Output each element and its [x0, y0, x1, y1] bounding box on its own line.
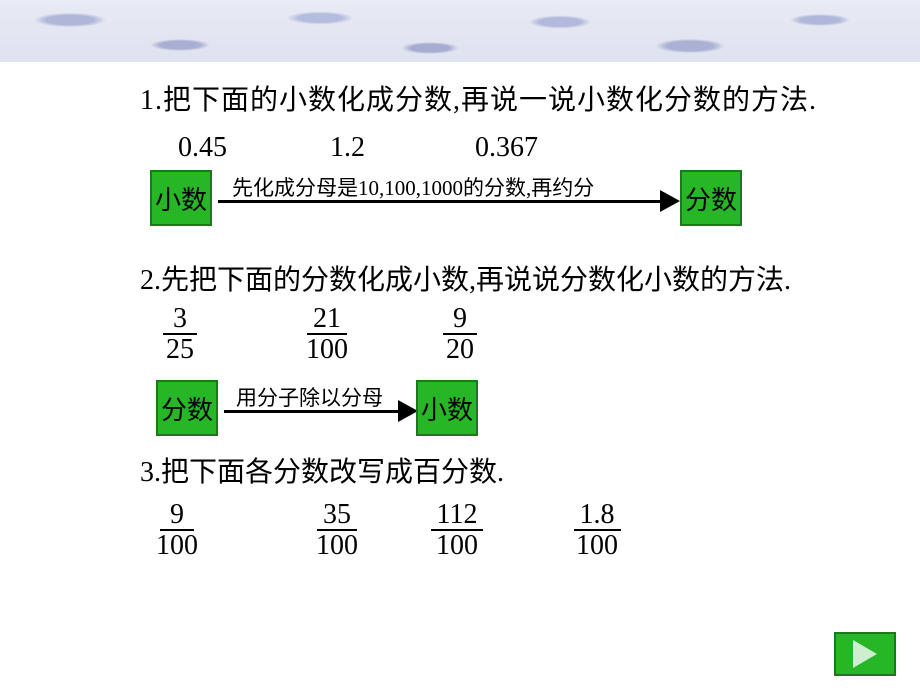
q2-heading: 2.先把下面的分数化成小数,再说说分数化小数的方法.: [140, 258, 920, 298]
q1-hint: 先化成分母是10,100,1000的分数,再约分: [232, 172, 594, 202]
q2-frac-2: 21 100: [300, 304, 354, 365]
q3-frac-3: 112 100: [430, 500, 484, 561]
decorative-banner: [0, 0, 920, 62]
q1-num-1: 0.45: [178, 132, 227, 164]
q1-num-3: 0.367: [475, 132, 538, 164]
fraction-denominator: 20: [440, 335, 480, 364]
q1-right-box: 分数: [680, 170, 742, 226]
q1-numbers-row: 0.45 1.2 0.367: [0, 132, 920, 166]
fraction-denominator: 100: [570, 531, 624, 560]
q3-frac-2: 35 100: [310, 500, 364, 561]
fraction-numerator: 3: [163, 304, 197, 335]
fraction-denominator: 100: [310, 531, 364, 560]
q1-diagram: 小数 先化成分母是10,100,1000的分数,再约分 分数: [0, 170, 920, 230]
fraction-denominator: 100: [300, 335, 354, 364]
q1-arrow-head: [660, 190, 680, 212]
q2-right-box: 小数: [416, 380, 478, 436]
fraction-denominator: 25: [160, 335, 200, 364]
q2-left-box: 分数: [156, 380, 218, 436]
q1-heading: 1.把下面的小数化成分数,再说一说小数化分数的方法.: [140, 78, 920, 118]
fraction-numerator: 112: [431, 500, 484, 531]
q3-heading: 3.把下面各分数改写成百分数.: [140, 450, 920, 490]
q3-frac-1: 9 100: [150, 500, 204, 561]
fraction-numerator: 21: [307, 304, 347, 335]
q3-fractions: 9 100 35 100 112 100 1.8 100: [0, 500, 920, 572]
q2-hint: 用分子除以分母: [236, 382, 383, 412]
q2-arrow-head: [398, 400, 418, 422]
q1-arrow-line: [218, 200, 662, 203]
q2-fractions: 3 25 21 100 9 20: [0, 304, 920, 376]
fraction-numerator: 35: [317, 500, 357, 531]
q2-arrow-line: [224, 410, 400, 413]
q1-num-2: 1.2: [330, 132, 365, 164]
q2-frac-1: 3 25: [160, 304, 200, 365]
fraction-numerator: 1.8: [574, 500, 621, 531]
q3-frac-4: 1.8 100: [570, 500, 624, 561]
fraction-numerator: 9: [443, 304, 477, 335]
next-slide-button[interactable]: [834, 632, 896, 676]
fraction-numerator: 9: [160, 500, 194, 531]
slide-content: 1.把下面的小数化成分数,再说一说小数化分数的方法. 0.45 1.2 0.36…: [0, 70, 920, 572]
next-triangle-icon: [853, 640, 877, 668]
q2-diagram: 分数 用分子除以分母 小数: [0, 380, 920, 440]
q2-frac-3: 9 20: [440, 304, 480, 365]
fraction-denominator: 100: [430, 531, 484, 560]
fraction-denominator: 100: [150, 531, 204, 560]
q1-left-box: 小数: [150, 170, 212, 226]
